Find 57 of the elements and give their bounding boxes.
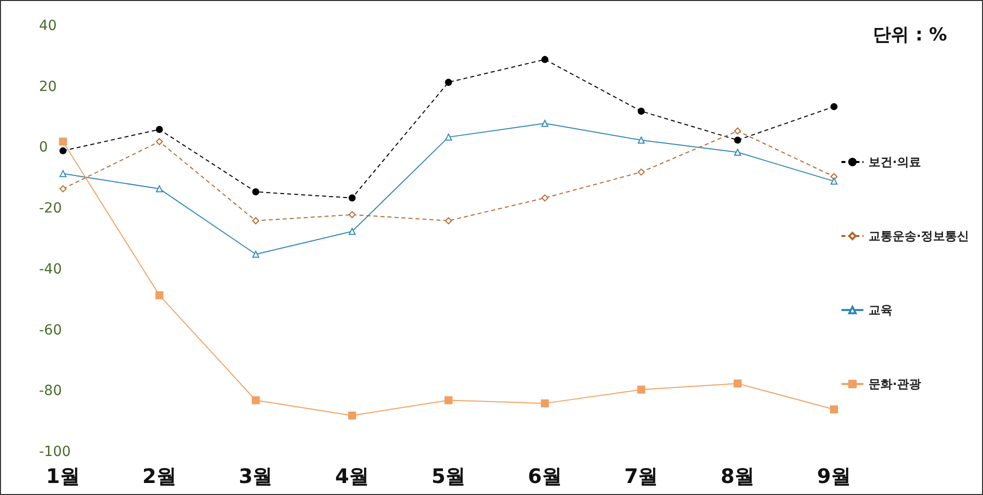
y-tick-label: -40 [39, 261, 62, 278]
point [734, 380, 742, 388]
point [60, 185, 66, 192]
x-tick-label: 7월 [624, 464, 658, 488]
legend-label: 교통운송·정보통신 [868, 229, 970, 243]
point [252, 396, 260, 404]
point [445, 217, 452, 224]
point [348, 194, 356, 202]
x-tick-label: 8월 [720, 464, 755, 488]
point [734, 148, 742, 156]
legend-label: 문화·관광 [868, 377, 922, 391]
point [60, 170, 66, 178]
point [830, 103, 838, 110]
x-tick-label: 5월 [432, 464, 466, 488]
x-tick-label: 9월 [817, 464, 851, 488]
x-tick-label: 1월 [46, 464, 80, 488]
point [59, 138, 67, 146]
point [541, 194, 548, 202]
point [252, 250, 260, 258]
y-tick-label: 40 [39, 18, 57, 34]
point [541, 56, 548, 63]
point [830, 405, 838, 414]
point [348, 211, 356, 218]
x-tick-label: 4월 [335, 464, 370, 488]
point [445, 134, 452, 141]
point [638, 108, 645, 115]
legend-label: 보건·의료 [868, 155, 922, 169]
point [156, 185, 163, 192]
point [444, 396, 452, 404]
y-tick-label: -80 [39, 383, 62, 400]
x-tick-label: 3월 [238, 464, 273, 488]
y-tick-label: 0 [39, 140, 48, 156]
y-tick-label: -60 [39, 322, 62, 338]
point [734, 136, 742, 144]
point [638, 168, 645, 176]
y-tick-label: -20 [39, 200, 62, 217]
point [252, 217, 260, 224]
x-tick-label: 2월 [142, 464, 176, 488]
point [638, 136, 645, 144]
point [540, 399, 549, 408]
x-tick-label: 6월 [528, 464, 562, 488]
annotation: 단위 : % [873, 24, 948, 46]
point [348, 411, 356, 420]
point [637, 386, 646, 394]
legend-label: 교육 [868, 303, 892, 317]
point [830, 178, 838, 185]
point [252, 188, 260, 196]
point [541, 120, 548, 127]
y-tick-label: 20 [39, 78, 57, 95]
point [348, 228, 356, 235]
point [60, 147, 66, 154]
y-tick-label: -100 [39, 444, 71, 460]
point [445, 78, 452, 86]
point [156, 138, 163, 146]
point [734, 127, 742, 134]
point [156, 126, 163, 133]
point [155, 291, 164, 300]
